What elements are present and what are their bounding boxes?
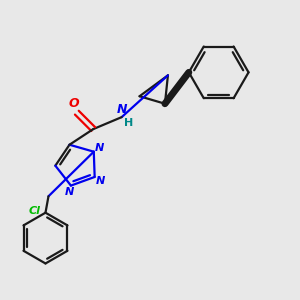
Text: N: N [94,142,104,153]
Text: N: N [116,103,127,116]
Text: N: N [95,176,105,186]
Text: O: O [68,97,79,110]
Text: Cl: Cl [28,206,40,216]
Text: N: N [64,187,74,197]
Text: H: H [124,118,134,128]
